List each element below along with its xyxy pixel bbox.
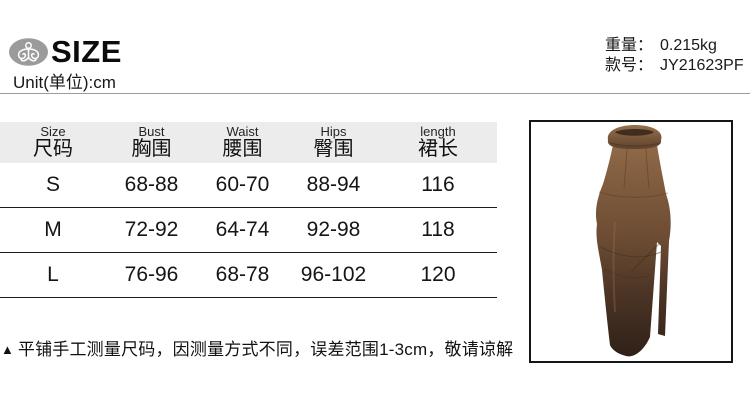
header-waist-zh: 腰围 (222, 138, 263, 161)
product-meta: 重量： 0.215kg 款号： JY21623PF (605, 36, 744, 76)
cell-size: S (45, 173, 60, 196)
header-cell-hips: Hips 臀围 (288, 125, 379, 161)
weight-value: 0.215kg (660, 37, 717, 54)
cell-waist: 64-74 (215, 218, 270, 241)
cell-bust: 76-96 (124, 263, 179, 286)
style-number-row: 款号： JY21623PF (605, 56, 744, 76)
header-waist-en: Waist (226, 123, 259, 139)
cell-bust: 68-88 (124, 173, 179, 196)
cell-hips: 92-98 (306, 218, 361, 241)
cell-length: 120 (420, 263, 456, 286)
cell-size: L (47, 263, 59, 286)
weight-row: 重量： 0.215kg (605, 36, 744, 56)
unit-label: Unit(单位):cm (13, 73, 116, 92)
cell-size: M (44, 218, 62, 241)
cell-hips: 88-94 (306, 173, 361, 196)
header-cell-waist: Waist 腰围 (197, 125, 288, 161)
header-cell-size: Size 尺码 (0, 125, 106, 161)
header-length-zh: 裙长 (418, 138, 458, 161)
top-divider (0, 93, 750, 94)
header-hips-zh: 臀围 (313, 138, 354, 161)
brand-header: SIZE (8, 36, 122, 67)
header-bust-en: Bust (138, 123, 165, 139)
header-bust-zh: 胸围 (131, 138, 172, 161)
header-cell-length: length 裙长 (379, 125, 497, 161)
cell-bust: 72-92 (124, 218, 179, 241)
page-title: SIZE (51, 34, 122, 69)
style-number-value: JY21623PF (660, 57, 744, 74)
header-size-zh: 尺码 (33, 138, 73, 161)
cell-length: 118 (421, 218, 455, 241)
header-hips-en: Hips (320, 123, 347, 139)
triangle-marker-icon: ▲ (1, 342, 14, 357)
table-row-l: L 76-96 68-78 96-102 120 (0, 253, 497, 298)
cell-waist: 68-78 (215, 263, 270, 286)
cell-hips: 96-102 (300, 263, 367, 286)
style-number-label: 款号： (605, 57, 654, 74)
header-cell-bust: Bust 胸围 (106, 125, 197, 161)
product-photo-frame (529, 120, 733, 363)
cell-waist: 60-70 (215, 173, 270, 196)
weight-label: 重量： (605, 37, 654, 54)
header-size-en: Size (40, 123, 66, 139)
size-table: Size 尺码 Bust 胸围 Waist 腰围 Hips 臀围 length … (0, 122, 497, 298)
cell-length: 116 (421, 173, 455, 196)
size-table-header: Size 尺码 Bust 胸围 Waist 腰围 Hips 臀围 length … (0, 122, 497, 163)
header-length-en: length (420, 123, 456, 139)
brand-flower-logo-icon (9, 37, 48, 66)
measurement-note-text: 平铺手工测量尺码，因测量方式不同，误差范围1-3cm，敬请谅解 (17, 340, 514, 359)
table-row-s: S 68-88 60-70 88-94 116 (0, 163, 497, 208)
table-row-m: M 72-92 64-74 92-98 118 (0, 208, 497, 253)
product-dress-image (595, 125, 671, 357)
measurement-note: ▲ 平铺手工测量尺码，因测量方式不同，误差范围1-3cm，敬请谅解 (1, 339, 521, 361)
